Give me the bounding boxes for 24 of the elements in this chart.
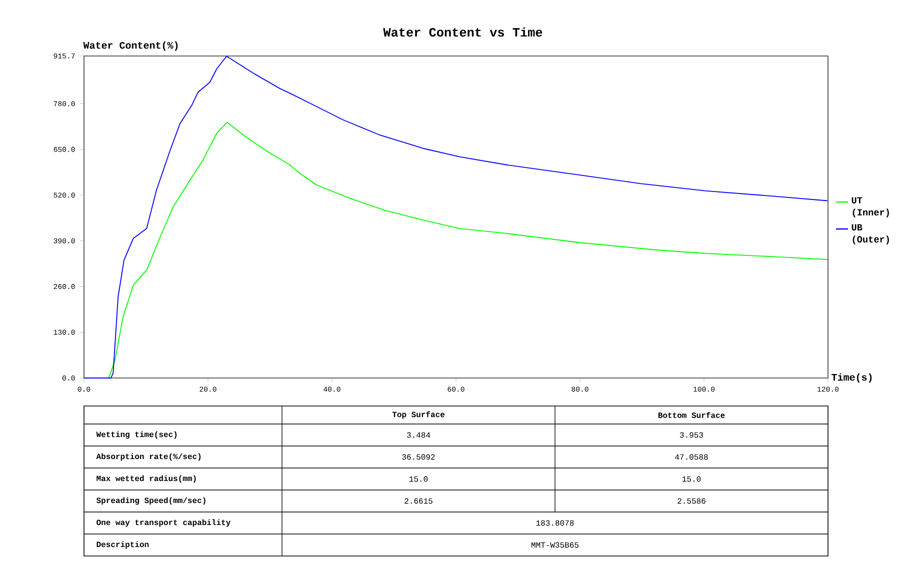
text: Description bbox=[96, 541, 149, 549]
text: 2.5586 bbox=[678, 498, 706, 504]
text: 47.0588 bbox=[675, 454, 708, 460]
text: One way transport capability bbox=[96, 519, 231, 527]
text: Wetting time(sec) bbox=[96, 431, 177, 439]
text: 2.6615 bbox=[404, 498, 432, 504]
x-axis-title: Time(s) bbox=[832, 373, 872, 383]
text: MMT-W35B65 bbox=[532, 542, 579, 548]
chart-title: Water Content vs Time bbox=[383, 27, 542, 37]
text: 3.484 bbox=[407, 432, 430, 438]
text: Spreading Speed(mm/sec) bbox=[96, 497, 206, 505]
text: 36.5092 bbox=[402, 454, 435, 460]
line-series bbox=[84, 56, 828, 378]
y-axis-title: Water Content(%) bbox=[83, 41, 178, 51]
text: 15.0 bbox=[410, 476, 428, 482]
text: Absorption rate(%/sec) bbox=[96, 453, 201, 461]
text: Top Surface bbox=[392, 411, 445, 419]
text: Bottom Surface bbox=[658, 412, 725, 418]
legend-label: UB (Outer) bbox=[852, 224, 889, 244]
legend-label: UT (Inner) bbox=[852, 197, 889, 218]
text: 3.953 bbox=[680, 432, 704, 438]
text: 15.0 bbox=[682, 476, 701, 482]
text: Max wetted radius(mm) bbox=[96, 475, 196, 483]
text: 183.8078 bbox=[536, 520, 574, 526]
